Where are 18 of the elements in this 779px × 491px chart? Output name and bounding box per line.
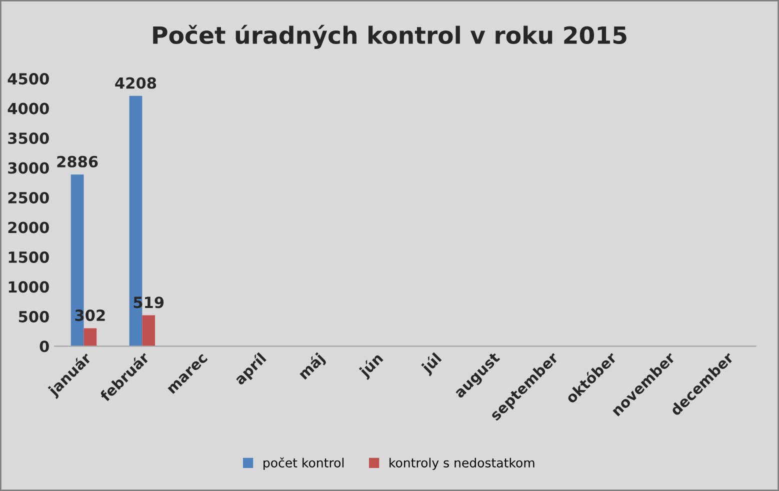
- y-tick-label: 1000: [8, 281, 49, 293]
- y-tick-label: 1500: [8, 251, 49, 263]
- data-label: 2886: [57, 156, 98, 168]
- y-tick-label: 2500: [8, 192, 49, 204]
- y-tick-label: 0: [40, 340, 49, 352]
- bar: [84, 328, 97, 346]
- y-tick-label: 500: [18, 310, 49, 322]
- legend-label: kontroly s nedostatkom: [390, 458, 534, 470]
- legend-label: počet kontrol: [264, 457, 344, 470]
- data-label: 4208: [115, 77, 156, 89]
- chart-title: Počet úradných kontrol v roku 2015: [153, 24, 626, 49]
- y-tick-label: 3000: [8, 162, 49, 174]
- x-tick-label: júl: [420, 352, 444, 376]
- y-tick-label: 2000: [8, 222, 49, 234]
- y-tick-label: 4500: [8, 73, 49, 85]
- bar: [142, 315, 156, 346]
- y-tick-label: 3500: [8, 132, 49, 144]
- y-tick-label: 4000: [8, 102, 49, 114]
